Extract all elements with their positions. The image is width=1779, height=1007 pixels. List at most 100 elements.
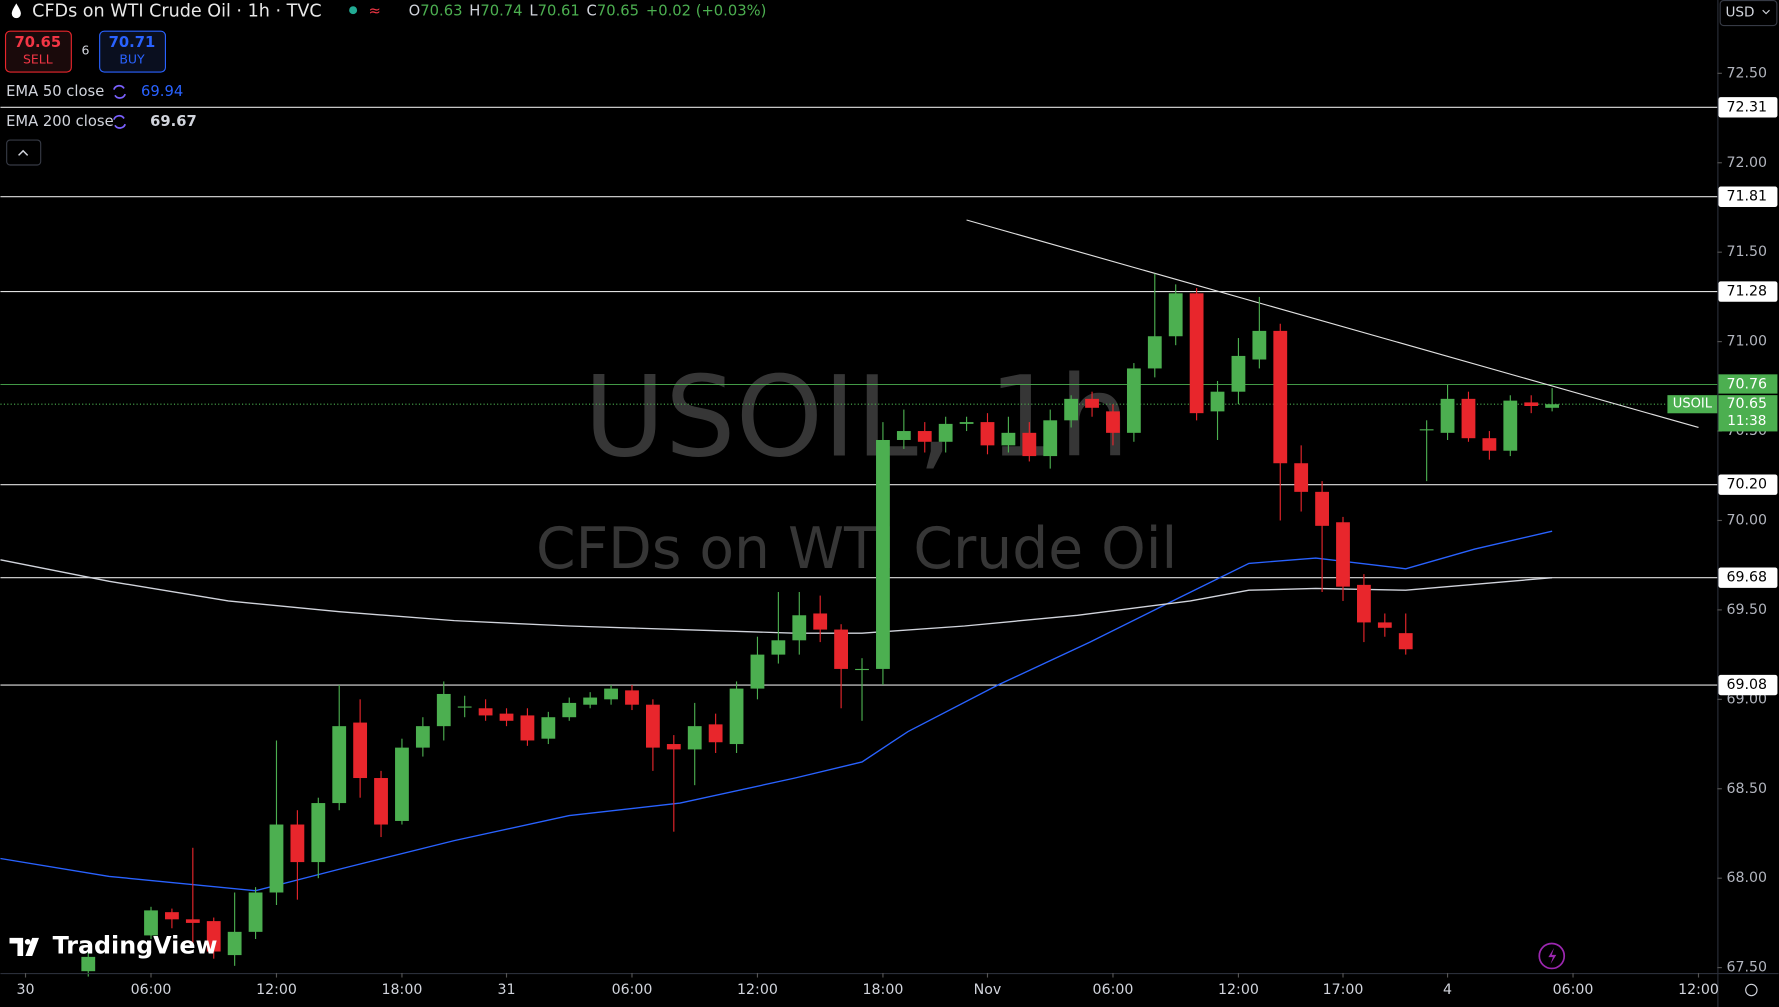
legend-icon[interactable] <box>113 84 126 99</box>
candle-body <box>855 668 869 671</box>
legend-name[interactable]: EMA 50 close <box>6 83 104 100</box>
candle-body <box>1043 420 1058 457</box>
ohlc-label: H <box>469 2 480 19</box>
ohlc-label: O <box>409 2 421 19</box>
currency-caret[interactable] <box>1762 9 1770 15</box>
sell-price[interactable]: 70.65 <box>15 34 62 51</box>
candle-body <box>896 431 911 440</box>
level-tag <box>1718 674 1778 696</box>
indicator-legend: EMA 50 close 69.94 EMA 200 close 69.67 <box>6 83 197 130</box>
legend-icon[interactable] <box>113 114 126 129</box>
candle-body <box>1106 411 1120 433</box>
candle-body <box>1524 402 1539 407</box>
candle-body <box>938 423 953 442</box>
logo-icon[interactable] <box>9 937 39 956</box>
candle-body <box>1357 584 1371 623</box>
candle-body <box>1461 398 1476 439</box>
y-tick-label: 72.00 <box>1727 155 1768 171</box>
level-tag-label: 71.81 <box>1727 189 1768 205</box>
x-tick-label: 06:00 <box>131 982 172 998</box>
level-tag <box>1718 474 1778 495</box>
candle-body <box>248 892 263 932</box>
ohlc-value: 70.61 <box>538 2 580 19</box>
candle-body <box>1231 355 1246 392</box>
candle-body <box>415 726 430 748</box>
candle-body <box>499 713 514 721</box>
y-tick-label: 69.50 <box>1727 602 1768 618</box>
y-tick-label: 69.00 <box>1727 691 1768 707</box>
level-tag-label: 70.20 <box>1727 477 1768 493</box>
logo[interactable]: TradingView <box>53 931 218 959</box>
sell-label[interactable]: SELL <box>23 52 53 67</box>
x-tick-label: 06:00 <box>1553 982 1594 998</box>
ohlc-value: 70.74 <box>480 2 522 19</box>
currency[interactable]: USD <box>1725 4 1754 20</box>
candle-body <box>583 697 598 705</box>
candle-body <box>395 747 409 821</box>
collapse-button[interactable] <box>6 139 42 166</box>
y-tick-label: 68.00 <box>1727 870 1768 886</box>
ohlc-value: 70.63 <box>420 2 462 19</box>
alert-icon[interactable] <box>1548 948 1557 964</box>
candle-body <box>1273 330 1288 464</box>
candle-body <box>625 690 639 705</box>
candle-body <box>165 912 179 920</box>
candle-body <box>332 726 347 804</box>
delay-icon[interactable]: ≈ <box>368 2 380 19</box>
candle-body <box>834 629 849 669</box>
candle-body <box>980 422 995 446</box>
current-tag <box>1718 395 1778 432</box>
ohlc: O70.63 H70.74 L70.61 C70.65 +0.02 (+0.03%) <box>409 2 767 19</box>
candle-body <box>792 615 807 641</box>
candle-body <box>813 613 828 630</box>
candle-body <box>729 688 744 745</box>
symbol-icon <box>11 3 21 19</box>
currency-button[interactable] <box>1719 0 1778 27</box>
legend-value: 69.67 <box>150 113 197 130</box>
buy-button[interactable] <box>99 30 167 73</box>
y-tick-label: 71.00 <box>1727 334 1768 350</box>
candle-body <box>1398 633 1413 650</box>
candle-body <box>604 688 618 700</box>
collapse-icon[interactable] <box>18 149 29 156</box>
sell-button[interactable] <box>4 30 72 73</box>
legend-name[interactable]: EMA 200 close <box>6 113 114 130</box>
trendline <box>966 219 1699 429</box>
spread: 6 <box>82 43 90 58</box>
x-tick-label: 12:00 <box>737 982 778 998</box>
plot <box>0 106 1718 977</box>
high-tag-label: 70.76 <box>1727 377 1768 393</box>
symbol-tag <box>1667 395 1718 414</box>
candle-body <box>1294 463 1309 492</box>
candle-body <box>290 824 305 863</box>
buy-price[interactable]: 70.71 <box>109 34 156 51</box>
legend-value: 69.94 <box>141 83 183 100</box>
level-tag-label: 69.08 <box>1727 677 1768 693</box>
axes: 67.5068.0068.5069.0069.5070.0070.5071.00… <box>17 65 1778 998</box>
watermark-symbol: USOIL, 1h <box>584 354 1130 483</box>
candle-body <box>353 722 368 779</box>
candle-body <box>1315 491 1329 526</box>
symbol-title[interactable]: CFDs on WTI Crude Oil · 1h · TVC <box>32 1 321 21</box>
current-tag-label: 70.65 <box>1727 396 1768 412</box>
candle-body <box>144 910 158 936</box>
settings-button[interactable] <box>1745 983 1758 997</box>
candle-body <box>1210 391 1225 412</box>
y-tick-label: 67.50 <box>1727 960 1768 976</box>
market-status[interactable] <box>349 6 358 15</box>
candle-body <box>1503 400 1518 451</box>
x-tick-label: 12:00 <box>1678 982 1719 998</box>
candle-body <box>1545 404 1560 408</box>
candle-body <box>1336 522 1350 587</box>
candle-body <box>645 704 660 748</box>
candle-body <box>227 931 242 956</box>
buy-label[interactable]: BUY <box>119 52 145 67</box>
alert-button[interactable] <box>1538 942 1566 970</box>
candle-body <box>457 706 472 708</box>
candle-body <box>1377 622 1392 628</box>
level-tag <box>1718 281 1778 302</box>
x-tick-label: 12:00 <box>256 982 297 998</box>
y-tick-label: 68.50 <box>1727 781 1768 797</box>
